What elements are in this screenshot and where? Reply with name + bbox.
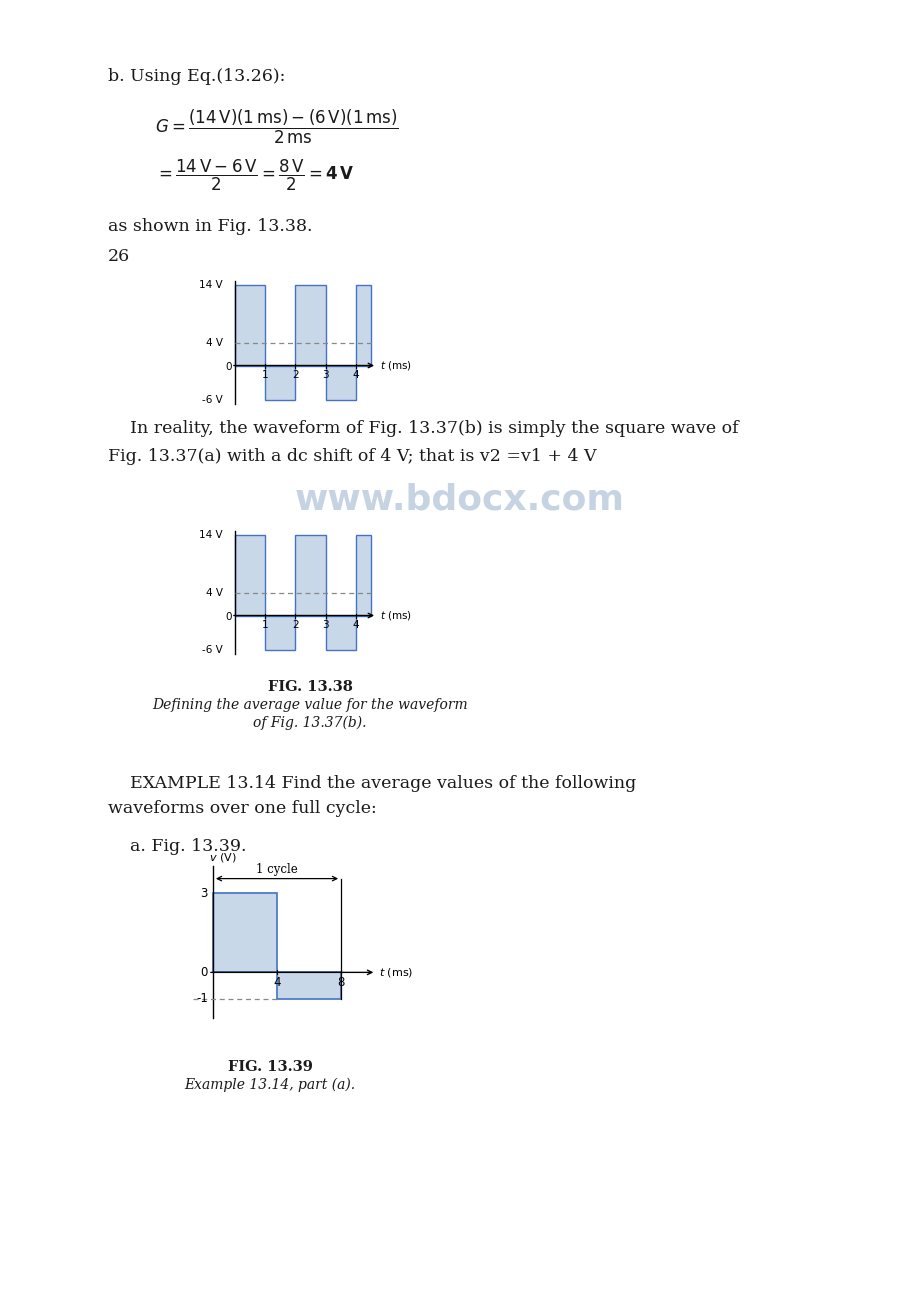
Text: -1: -1 xyxy=(196,992,208,1005)
Text: -6 V: -6 V xyxy=(202,395,222,405)
Bar xyxy=(356,535,370,616)
Text: EXAMPLE 13.14 Find the average values of the following: EXAMPLE 13.14 Find the average values of… xyxy=(108,775,636,792)
Text: $t$ (ms): $t$ (ms) xyxy=(380,609,412,622)
Text: b. Using Eq.(13.26):: b. Using Eq.(13.26): xyxy=(108,68,285,85)
Text: of Fig. 13.37(b).: of Fig. 13.37(b). xyxy=(253,716,367,730)
Bar xyxy=(234,535,265,616)
Text: 1: 1 xyxy=(262,620,268,629)
Text: $v$ (V): $v$ (V) xyxy=(209,852,236,865)
Text: Defining the average value for the waveform: Defining the average value for the wavef… xyxy=(152,698,467,712)
Text: www.bdocx.com: www.bdocx.com xyxy=(295,483,624,517)
Text: waveforms over one full cycle:: waveforms over one full cycle: xyxy=(108,799,377,816)
Text: 4 V: 4 V xyxy=(206,587,222,598)
Text: FIG. 13.39: FIG. 13.39 xyxy=(227,1060,312,1074)
Bar xyxy=(277,973,341,999)
Text: a. Fig. 13.39.: a. Fig. 13.39. xyxy=(130,838,246,855)
Bar xyxy=(325,366,356,400)
Bar xyxy=(213,893,277,973)
Text: Fig. 13.37(a) with a dc shift of 4 V; that is v2 =v1 + 4 V: Fig. 13.37(a) with a dc shift of 4 V; th… xyxy=(108,448,596,465)
Text: 14 V: 14 V xyxy=(199,280,222,290)
Text: Example 13.14, part (a).: Example 13.14, part (a). xyxy=(184,1078,355,1092)
Text: 2: 2 xyxy=(292,370,299,379)
Bar xyxy=(265,616,295,650)
Text: 4: 4 xyxy=(273,976,280,990)
Text: 3: 3 xyxy=(200,887,208,900)
Text: $t$ (ms): $t$ (ms) xyxy=(379,966,413,979)
Text: -6 V: -6 V xyxy=(202,644,222,655)
Bar xyxy=(234,285,265,366)
Text: as shown in Fig. 13.38.: as shown in Fig. 13.38. xyxy=(108,217,312,234)
Bar xyxy=(325,616,356,650)
Text: In reality, the waveform of Fig. 13.37(b) is simply the square wave of: In reality, the waveform of Fig. 13.37(b… xyxy=(108,421,738,437)
Text: 4: 4 xyxy=(352,620,358,629)
Bar xyxy=(295,285,325,366)
Text: $= \dfrac{14\,\mathrm{V} - 6\,\mathrm{V}}{2} = \dfrac{8\,\mathrm{V}}{2} = \mathb: $= \dfrac{14\,\mathrm{V} - 6\,\mathrm{V}… xyxy=(154,158,354,193)
Text: 3: 3 xyxy=(322,620,329,629)
Text: 2: 2 xyxy=(292,620,299,629)
Bar xyxy=(356,285,370,366)
Text: 0: 0 xyxy=(225,612,232,621)
Text: 14 V: 14 V xyxy=(199,530,222,540)
Text: $G = \dfrac{(14\,\mathrm{V})(1\,\mathrm{ms}) - (6\,\mathrm{V})(1\,\mathrm{ms})}{: $G = \dfrac{(14\,\mathrm{V})(1\,\mathrm{… xyxy=(154,108,398,146)
Text: 1 cycle: 1 cycle xyxy=(255,863,298,876)
Text: 0: 0 xyxy=(225,362,232,371)
Bar xyxy=(265,366,295,400)
Text: 8: 8 xyxy=(337,976,345,990)
Text: 4 V: 4 V xyxy=(206,337,222,348)
Text: $t$ (ms): $t$ (ms) xyxy=(380,359,412,372)
Text: 0: 0 xyxy=(200,966,208,979)
Text: 4: 4 xyxy=(352,370,358,379)
Text: 1: 1 xyxy=(262,370,268,379)
Text: 26: 26 xyxy=(108,247,130,266)
Text: 3: 3 xyxy=(322,370,329,379)
Text: FIG. 13.38: FIG. 13.38 xyxy=(267,680,352,694)
Bar xyxy=(295,535,325,616)
